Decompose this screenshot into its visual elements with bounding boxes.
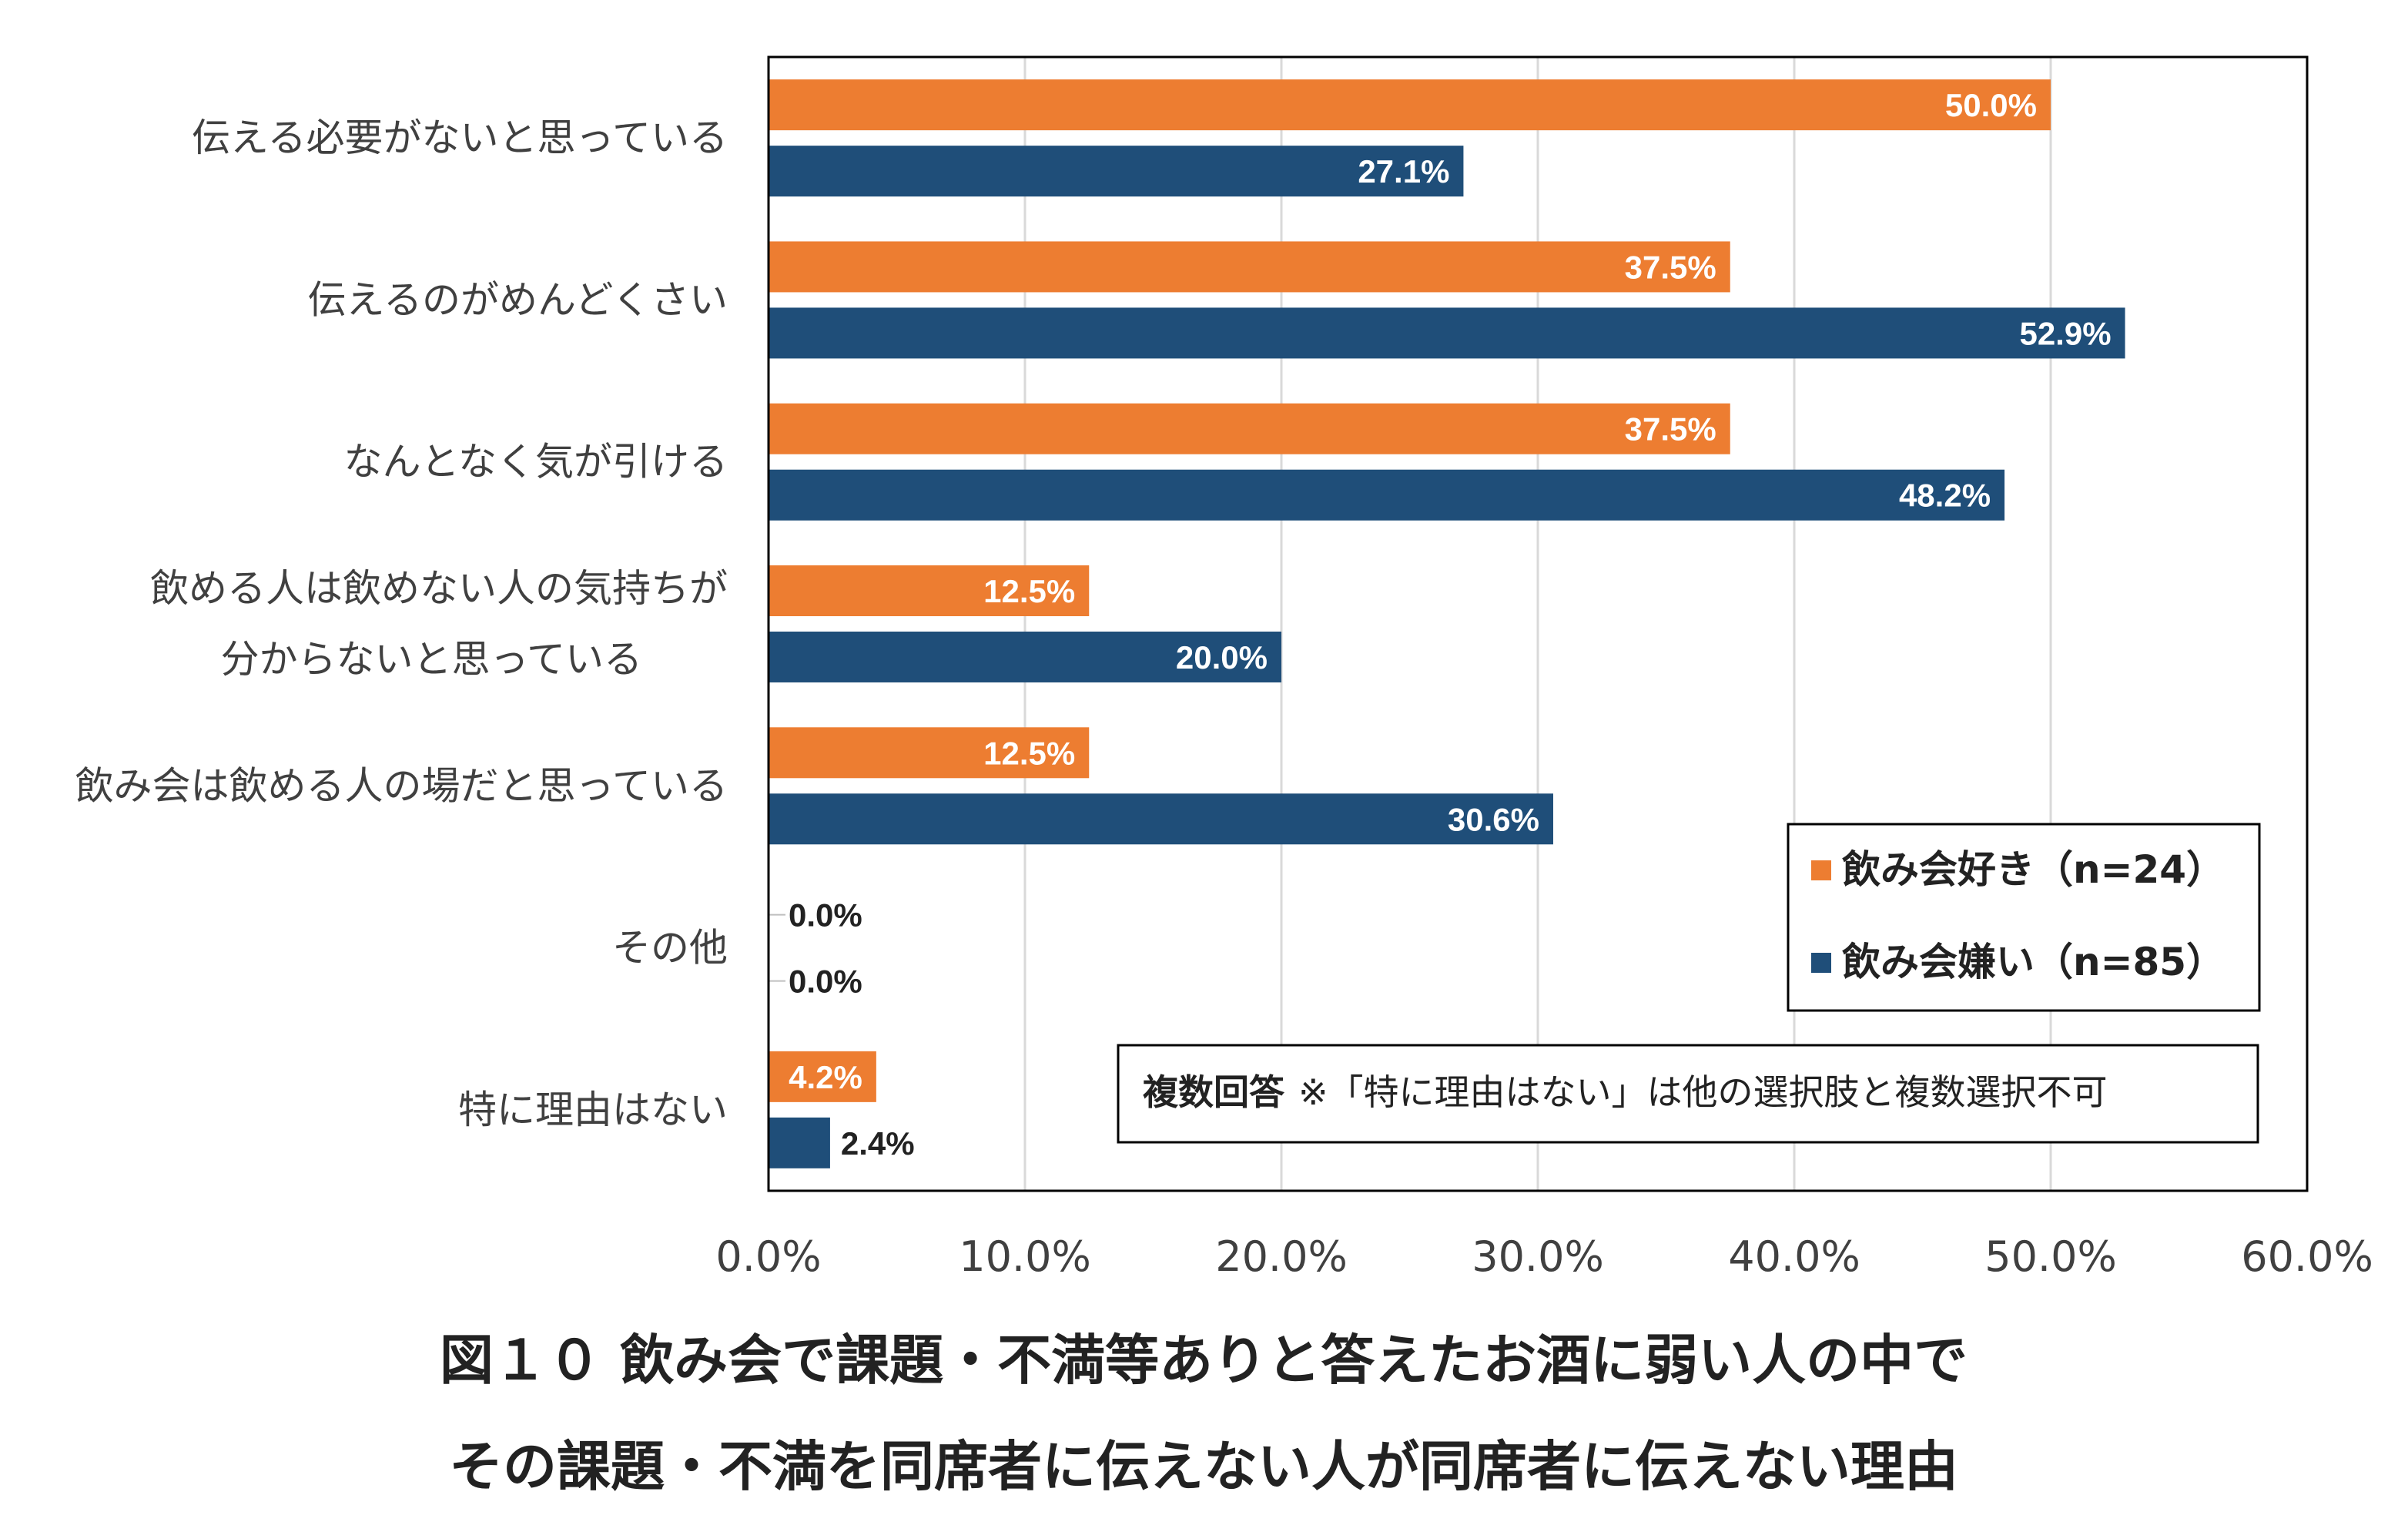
- data-label: 12.5%: [983, 573, 1075, 609]
- data-label: 48.2%: [1899, 478, 1991, 514]
- data-label: 37.5%: [1625, 249, 1716, 285]
- data-label: 52.9%: [2019, 315, 2111, 351]
- bar-drinking-haters: [769, 1117, 830, 1168]
- legend-label-drinking-haters: 飲み会嫌い（n=85）: [1842, 940, 2225, 984]
- gridlines: [1023, 57, 2052, 1191]
- data-label: 50.0%: [1945, 87, 2037, 123]
- note-border: [1117, 1044, 2259, 1144]
- category-label: なんとなく気が引ける: [344, 440, 728, 484]
- data-label: 20.0%: [1176, 639, 1268, 675]
- bar-drinking-lovers: [769, 241, 1730, 293]
- bar-drinking-haters: [769, 793, 1553, 845]
- bar-drinking-haters: [769, 469, 2005, 521]
- category-labels: 伝える必要がないと思っている伝えるのがめんどくさいなんとなく気が引ける飲める人は…: [75, 116, 728, 1132]
- data-label: 12.5%: [983, 735, 1075, 771]
- bar-drinking-lovers: [769, 403, 1730, 454]
- note-bold-label: 複数回答: [1143, 1071, 1285, 1113]
- bar-drinking-lovers: [769, 1051, 876, 1102]
- category-label: 飲める人は飲めない人の気持ちが: [150, 566, 728, 611]
- legend: 飲み会好き（n=24） 飲み会嫌い（n=85）: [1787, 823, 2261, 1012]
- legend-box: [1787, 823, 2261, 1012]
- data-label: 0.0%: [789, 964, 862, 1000]
- x-tick-label: 50.0%: [1984, 1232, 2117, 1281]
- chart-title-line-2: その課題・不満を同席者に伝えない人が同席者に伝えない理由: [449, 1435, 1958, 1498]
- x-tick-label: 0.0%: [715, 1232, 821, 1281]
- category-label: 飲み会は飲める人の場だと思っている: [75, 763, 728, 808]
- plot-area-border: [767, 55, 2309, 1192]
- x-tick-label: 10.0%: [959, 1232, 1091, 1281]
- chart-title-line-1: 図１０ 飲み会で課題・不満等ありと答えたお酒に弱い人の中で: [440, 1329, 1968, 1392]
- category-label: 分からないと思っている: [221, 637, 643, 682]
- data-label: 30.6%: [1448, 801, 1539, 837]
- data-label: 2.4%: [841, 1125, 915, 1162]
- data-label: 4.2%: [789, 1059, 862, 1095]
- x-tick-label: 20.0%: [1215, 1232, 1348, 1281]
- legend-label-drinking-lovers: 飲み会好き（n=24）: [1842, 847, 2225, 892]
- bar-drinking-haters: [769, 146, 1464, 197]
- bar-drinking-lovers: [769, 79, 2051, 131]
- x-tick-label: 40.0%: [1728, 1232, 1860, 1281]
- x-tick-label: 30.0%: [1472, 1232, 1604, 1281]
- note-box: 複数回答 ※「特に理由はない」は他の選択肢と複数選択不可: [1117, 1044, 2259, 1144]
- bar-drinking-lovers: [769, 727, 1090, 779]
- bars: 50.0% 27.1% 37.5% 52.9% 37.5% 48.2% 12.5% 20.0%…: [769, 79, 2125, 1168]
- legend-swatch-drinking-haters: [1811, 953, 1831, 973]
- category-label: 伝えるのがめんどくさい: [308, 277, 728, 322]
- bar-drinking-lovers: [769, 565, 1090, 616]
- note-body: ※「特に理由はない」は他の選択肢と複数選択不可: [1298, 1071, 2108, 1113]
- note-text: 複数回答 ※「特に理由はない」は他の選択肢と複数選択不可: [1143, 1071, 2108, 1113]
- bar-drinking-haters: [769, 307, 2125, 359]
- category-label: 伝える必要がないと思っている: [192, 116, 728, 160]
- category-label: その他: [612, 926, 728, 970]
- x-tick-label: 60.0%: [2241, 1232, 2373, 1281]
- data-label: 27.1%: [1358, 153, 1449, 189]
- category-label: 特に理由はない: [458, 1088, 728, 1132]
- x-axis-tick-labels: 0.0% 10.0% 20.0% 30.0% 40.0% 50.0% 60.0%: [715, 1232, 2373, 1281]
- legend-swatch-drinking-lovers: [1811, 860, 1831, 880]
- data-label: 0.0%: [789, 897, 862, 934]
- bar-drinking-haters: [769, 632, 1281, 682]
- data-label: 37.5%: [1625, 411, 1716, 448]
